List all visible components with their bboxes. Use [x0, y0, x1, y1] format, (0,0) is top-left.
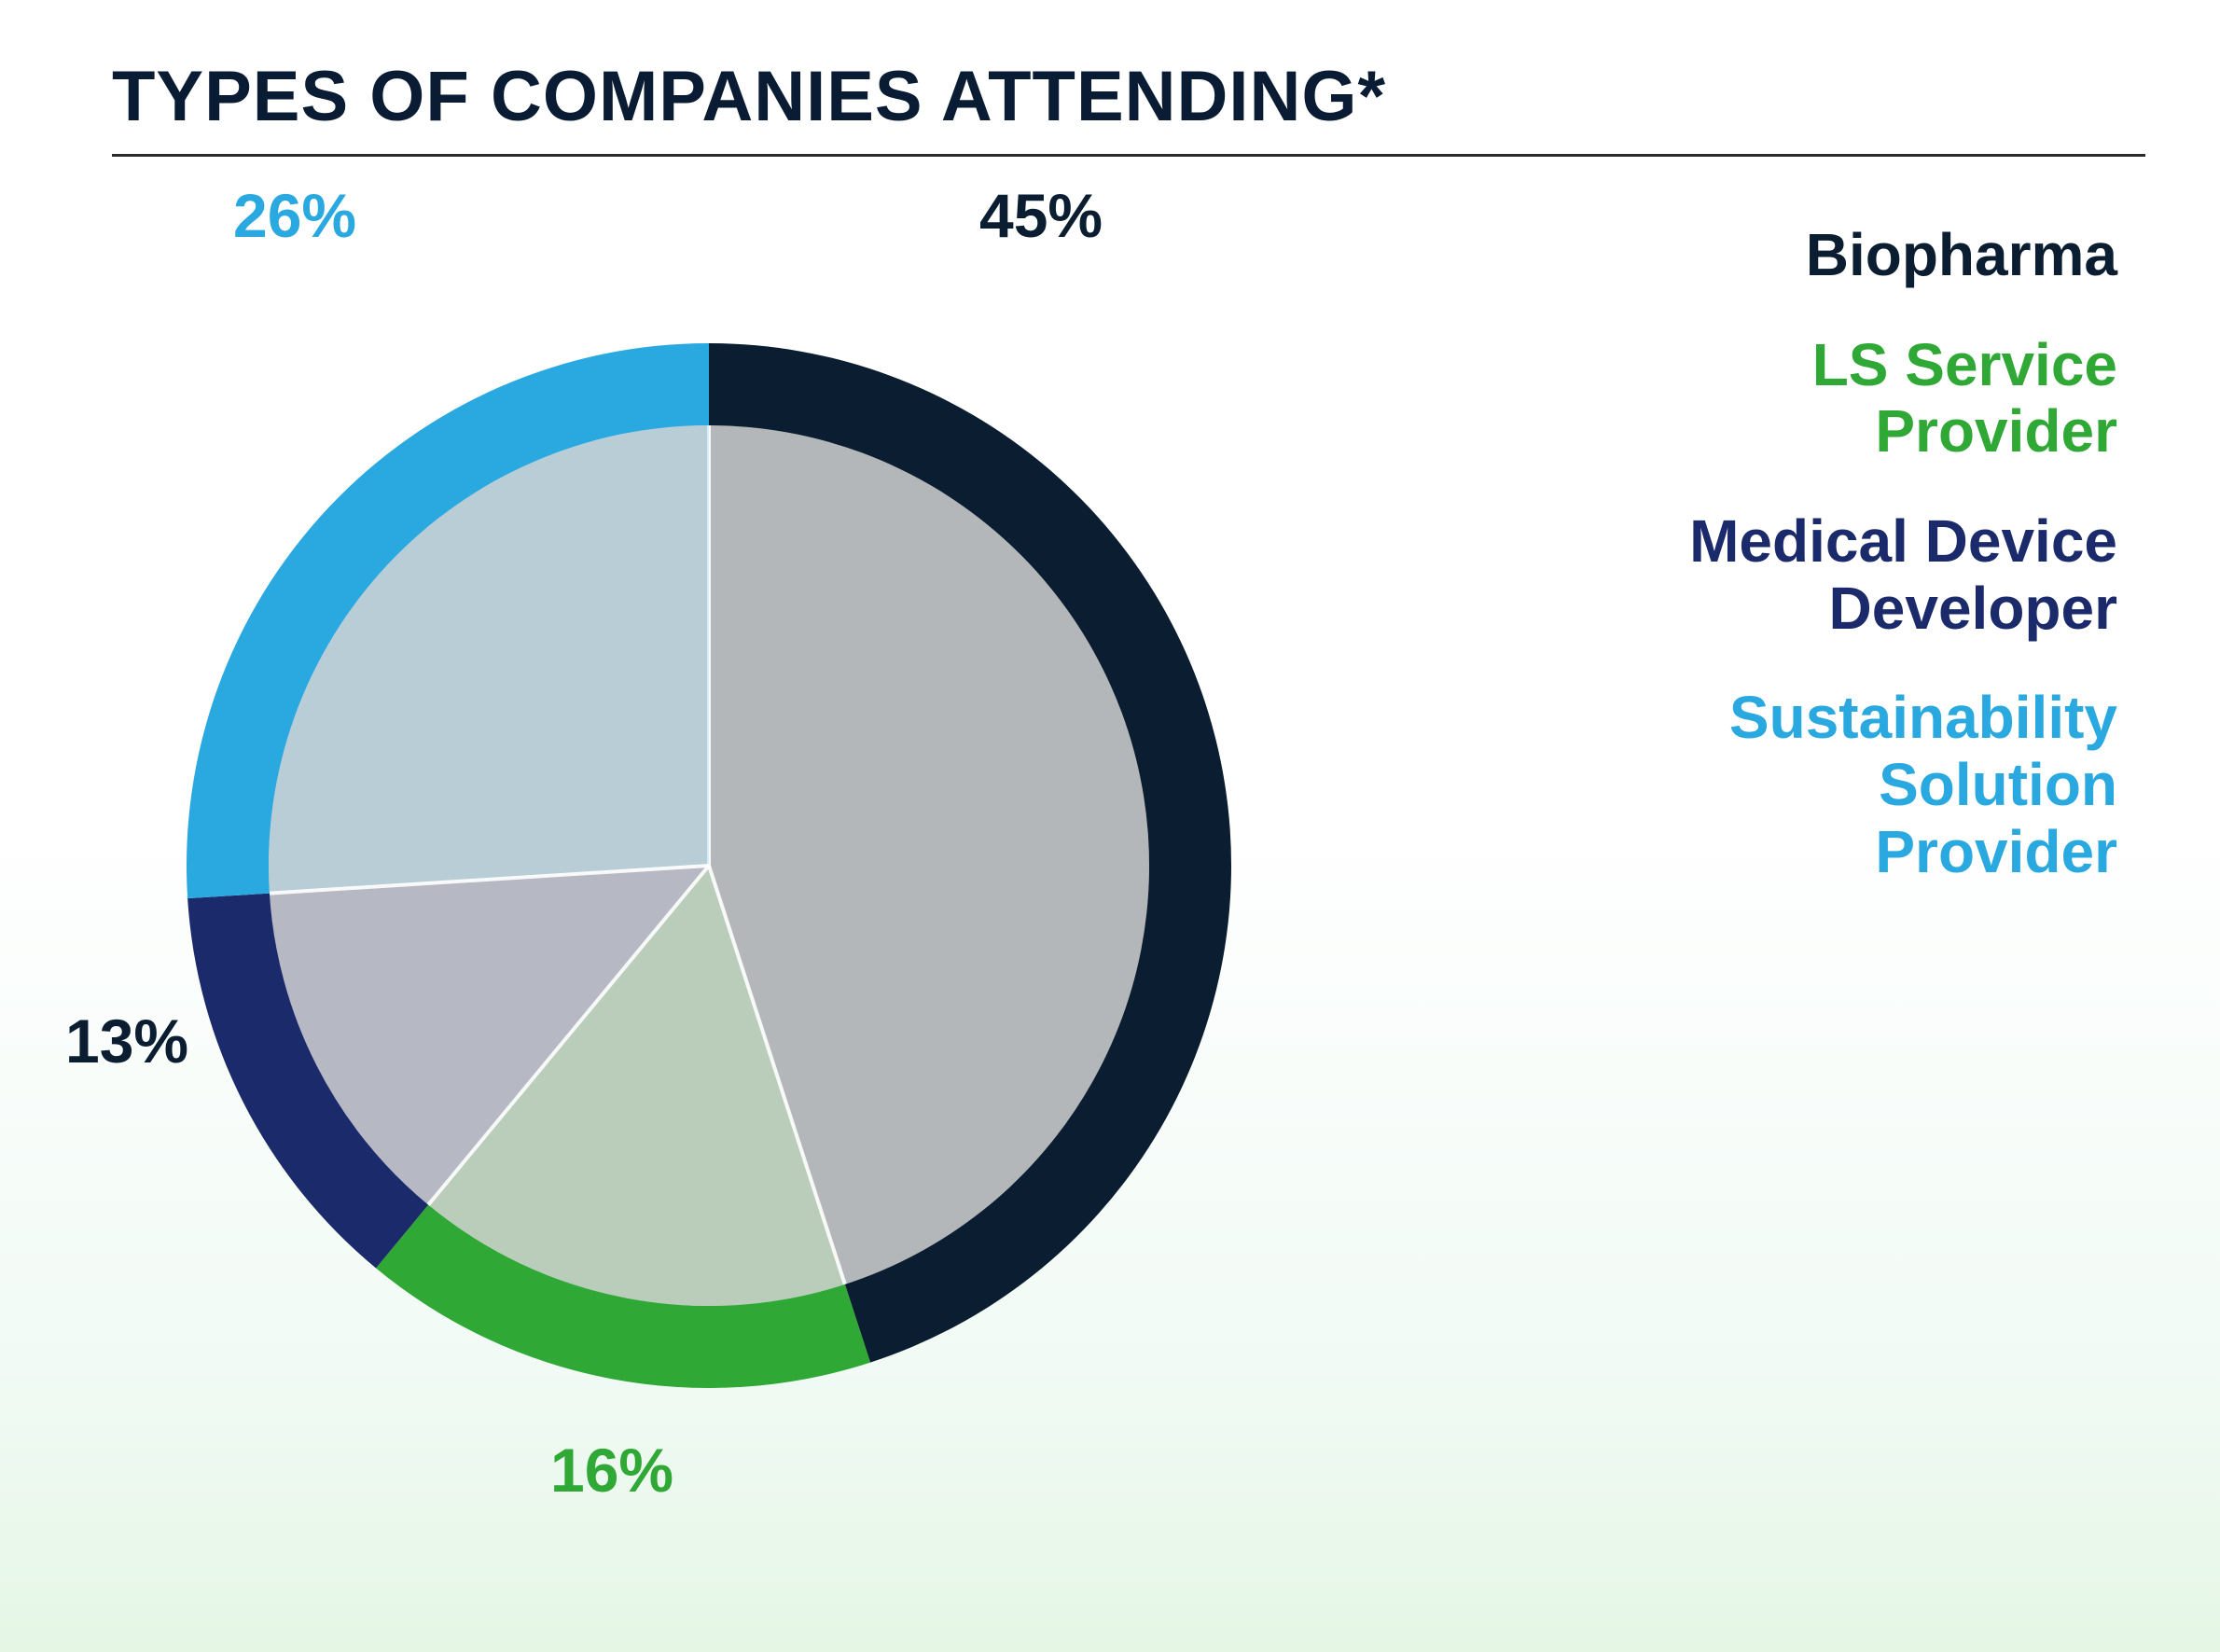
legend-label-line: Provider	[1812, 398, 2117, 465]
percent-label-ls_service: 16%	[550, 1435, 673, 1506]
chart-page: TYPES OF COMPANIES ATTENDING* 45%16%13%2…	[0, 0, 2220, 1652]
legend-label-line: Developer	[1689, 576, 2117, 643]
donut-chart: 45%16%13%26%	[112, 194, 1623, 1593]
legend-item-sustainability: SustainabilitySolutionProvider	[1729, 685, 2117, 885]
legend-label-line: Sustainability	[1729, 685, 2117, 752]
pie-inner-sustainability	[269, 425, 709, 894]
legend-item-biopharma: Biopharma	[1806, 222, 2117, 289]
content-row: 45%16%13%26% BiopharmaLS ServiceProvider…	[112, 194, 2145, 1593]
legend-item-ls_service: LS ServiceProvider	[1812, 332, 2117, 465]
legend-label-line: Medical Device	[1689, 508, 2117, 576]
legend-label-line: Solution	[1729, 752, 2117, 819]
percent-label-med_device: 13%	[65, 1006, 188, 1076]
title-rule	[112, 154, 2145, 157]
percent-label-biopharma: 45%	[979, 180, 1103, 251]
legend-item-med_device: Medical DeviceDeveloper	[1689, 508, 2117, 642]
legend-label-line: Provider	[1729, 819, 2117, 886]
legend: BiopharmaLS ServiceProviderMedical Devic…	[1660, 222, 2145, 885]
percent-label-sustainability: 26%	[233, 180, 356, 251]
page-title: TYPES OF COMPANIES ATTENDING*	[112, 56, 2145, 137]
legend-label-line: LS Service	[1812, 332, 2117, 399]
donut-svg	[112, 194, 1623, 1593]
legend-label-line: Biopharma	[1806, 222, 2117, 289]
